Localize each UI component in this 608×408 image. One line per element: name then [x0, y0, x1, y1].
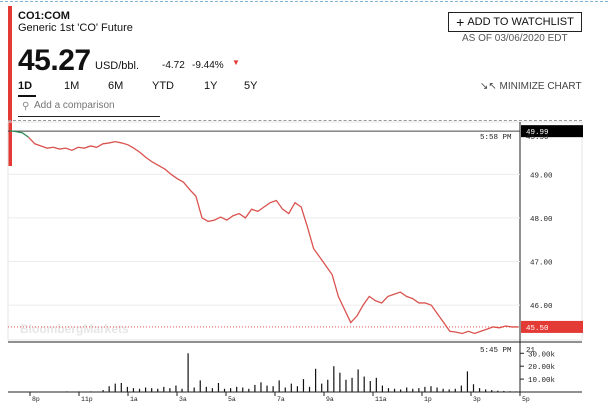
- active-range-indicator: [18, 95, 36, 97]
- top-border: [0, 1, 608, 2]
- price-line: [28, 136, 518, 335]
- price-tick-label: 48.00: [530, 216, 553, 224]
- price-series: [8, 130, 520, 335]
- last-price-badge: [521, 320, 583, 333]
- time-tick-label: 3p: [473, 396, 481, 403]
- time-tick-label: 7a: [277, 396, 285, 403]
- time-tick-label: 8p: [32, 396, 40, 403]
- time-tick-label: 3a: [179, 396, 187, 403]
- volume-last-time: 5:45 PM: [480, 347, 512, 355]
- price-tick-label: 47.00: [530, 260, 553, 268]
- price-axis: 49.00 48.00 47.00 46.00 49.99 5:58 PM 45.50 45.…: [480, 125, 583, 333]
- accent-rail: [8, 6, 12, 166]
- previous-close-badge: [521, 125, 583, 138]
- price-tick-label: 49.00: [530, 172, 553, 180]
- collapse-icon: ↘↖: [480, 81, 497, 92]
- volume-tick-label: 20.00k: [528, 364, 556, 372]
- volume-last-value: 21: [526, 347, 536, 355]
- price-last-time: 5:58 PM: [480, 134, 512, 142]
- range-tab-1d[interactable]: 1D: [18, 80, 33, 92]
- time-tick-label: 1p: [424, 396, 432, 403]
- volume-series: [11, 353, 517, 392]
- previous-close-label: 49.99: [526, 129, 549, 137]
- time-tick-label: 11p: [81, 396, 93, 403]
- volume-tick-label: 10.00k: [528, 377, 556, 385]
- as-of-timestamp: AS OF 03/06/2020 EDT: [462, 33, 568, 44]
- time-tick-label: 9a: [326, 396, 334, 403]
- price-frame: [7, 121, 583, 341]
- range-tab-5y[interactable]: 5Y: [244, 80, 258, 92]
- volume-tick-label: 30.00k: [528, 351, 556, 359]
- price-last-time-value: 45.50: [526, 134, 549, 142]
- comparison-underline: [18, 116, 160, 117]
- down-arrow-icon: ▼: [232, 58, 240, 67]
- session-start-segment: [9, 130, 29, 138]
- comparison-input[interactable]: [34, 100, 154, 111]
- time-axis: 8p 11p 1a 3a 5a 7a 9a 11a 1p 3p 5p: [8, 391, 582, 403]
- time-tick-label: 11a: [375, 396, 387, 403]
- plus-icon: +: [456, 14, 465, 30]
- instrument-name: Generic 1st 'CO' Future: [18, 22, 133, 34]
- ticker-symbol: CO1:COM: [18, 10, 70, 22]
- last-price: 45.27: [18, 44, 91, 77]
- price-change-percent: -9.44%: [192, 60, 224, 71]
- range-tab-1y[interactable]: 1Y: [204, 80, 218, 92]
- minimize-chart-label: MINIMIZE CHART: [499, 81, 582, 92]
- chart-top-border: [8, 120, 582, 121]
- range-tab-6m[interactable]: 6M: [108, 80, 124, 92]
- minimize-chart-button[interactable]: ↘↖ MINIMIZE CHART: [480, 81, 582, 92]
- time-tick-label: 5a: [228, 396, 236, 403]
- last-price-label: 45.50: [526, 325, 549, 333]
- time-tick-label: 5p: [522, 396, 530, 403]
- range-tab-ytd[interactable]: YTD: [152, 80, 174, 92]
- add-to-watchlist-button[interactable]: + ADD TO WATCHLIST: [448, 12, 582, 32]
- range-tab-1m[interactable]: 1M: [64, 80, 80, 92]
- price-tick-label: 46.00: [530, 303, 553, 311]
- watermark: BloombergMarkets: [20, 322, 129, 336]
- grid-lines: [7, 121, 583, 392]
- price-unit: USD/bbl.: [95, 60, 140, 72]
- time-tick-label: 1a: [130, 396, 138, 403]
- add-to-watchlist-label: ADD TO WATCHLIST: [467, 16, 574, 28]
- price-change: -4.72: [162, 60, 185, 71]
- search-icon: ⚲: [22, 101, 30, 112]
